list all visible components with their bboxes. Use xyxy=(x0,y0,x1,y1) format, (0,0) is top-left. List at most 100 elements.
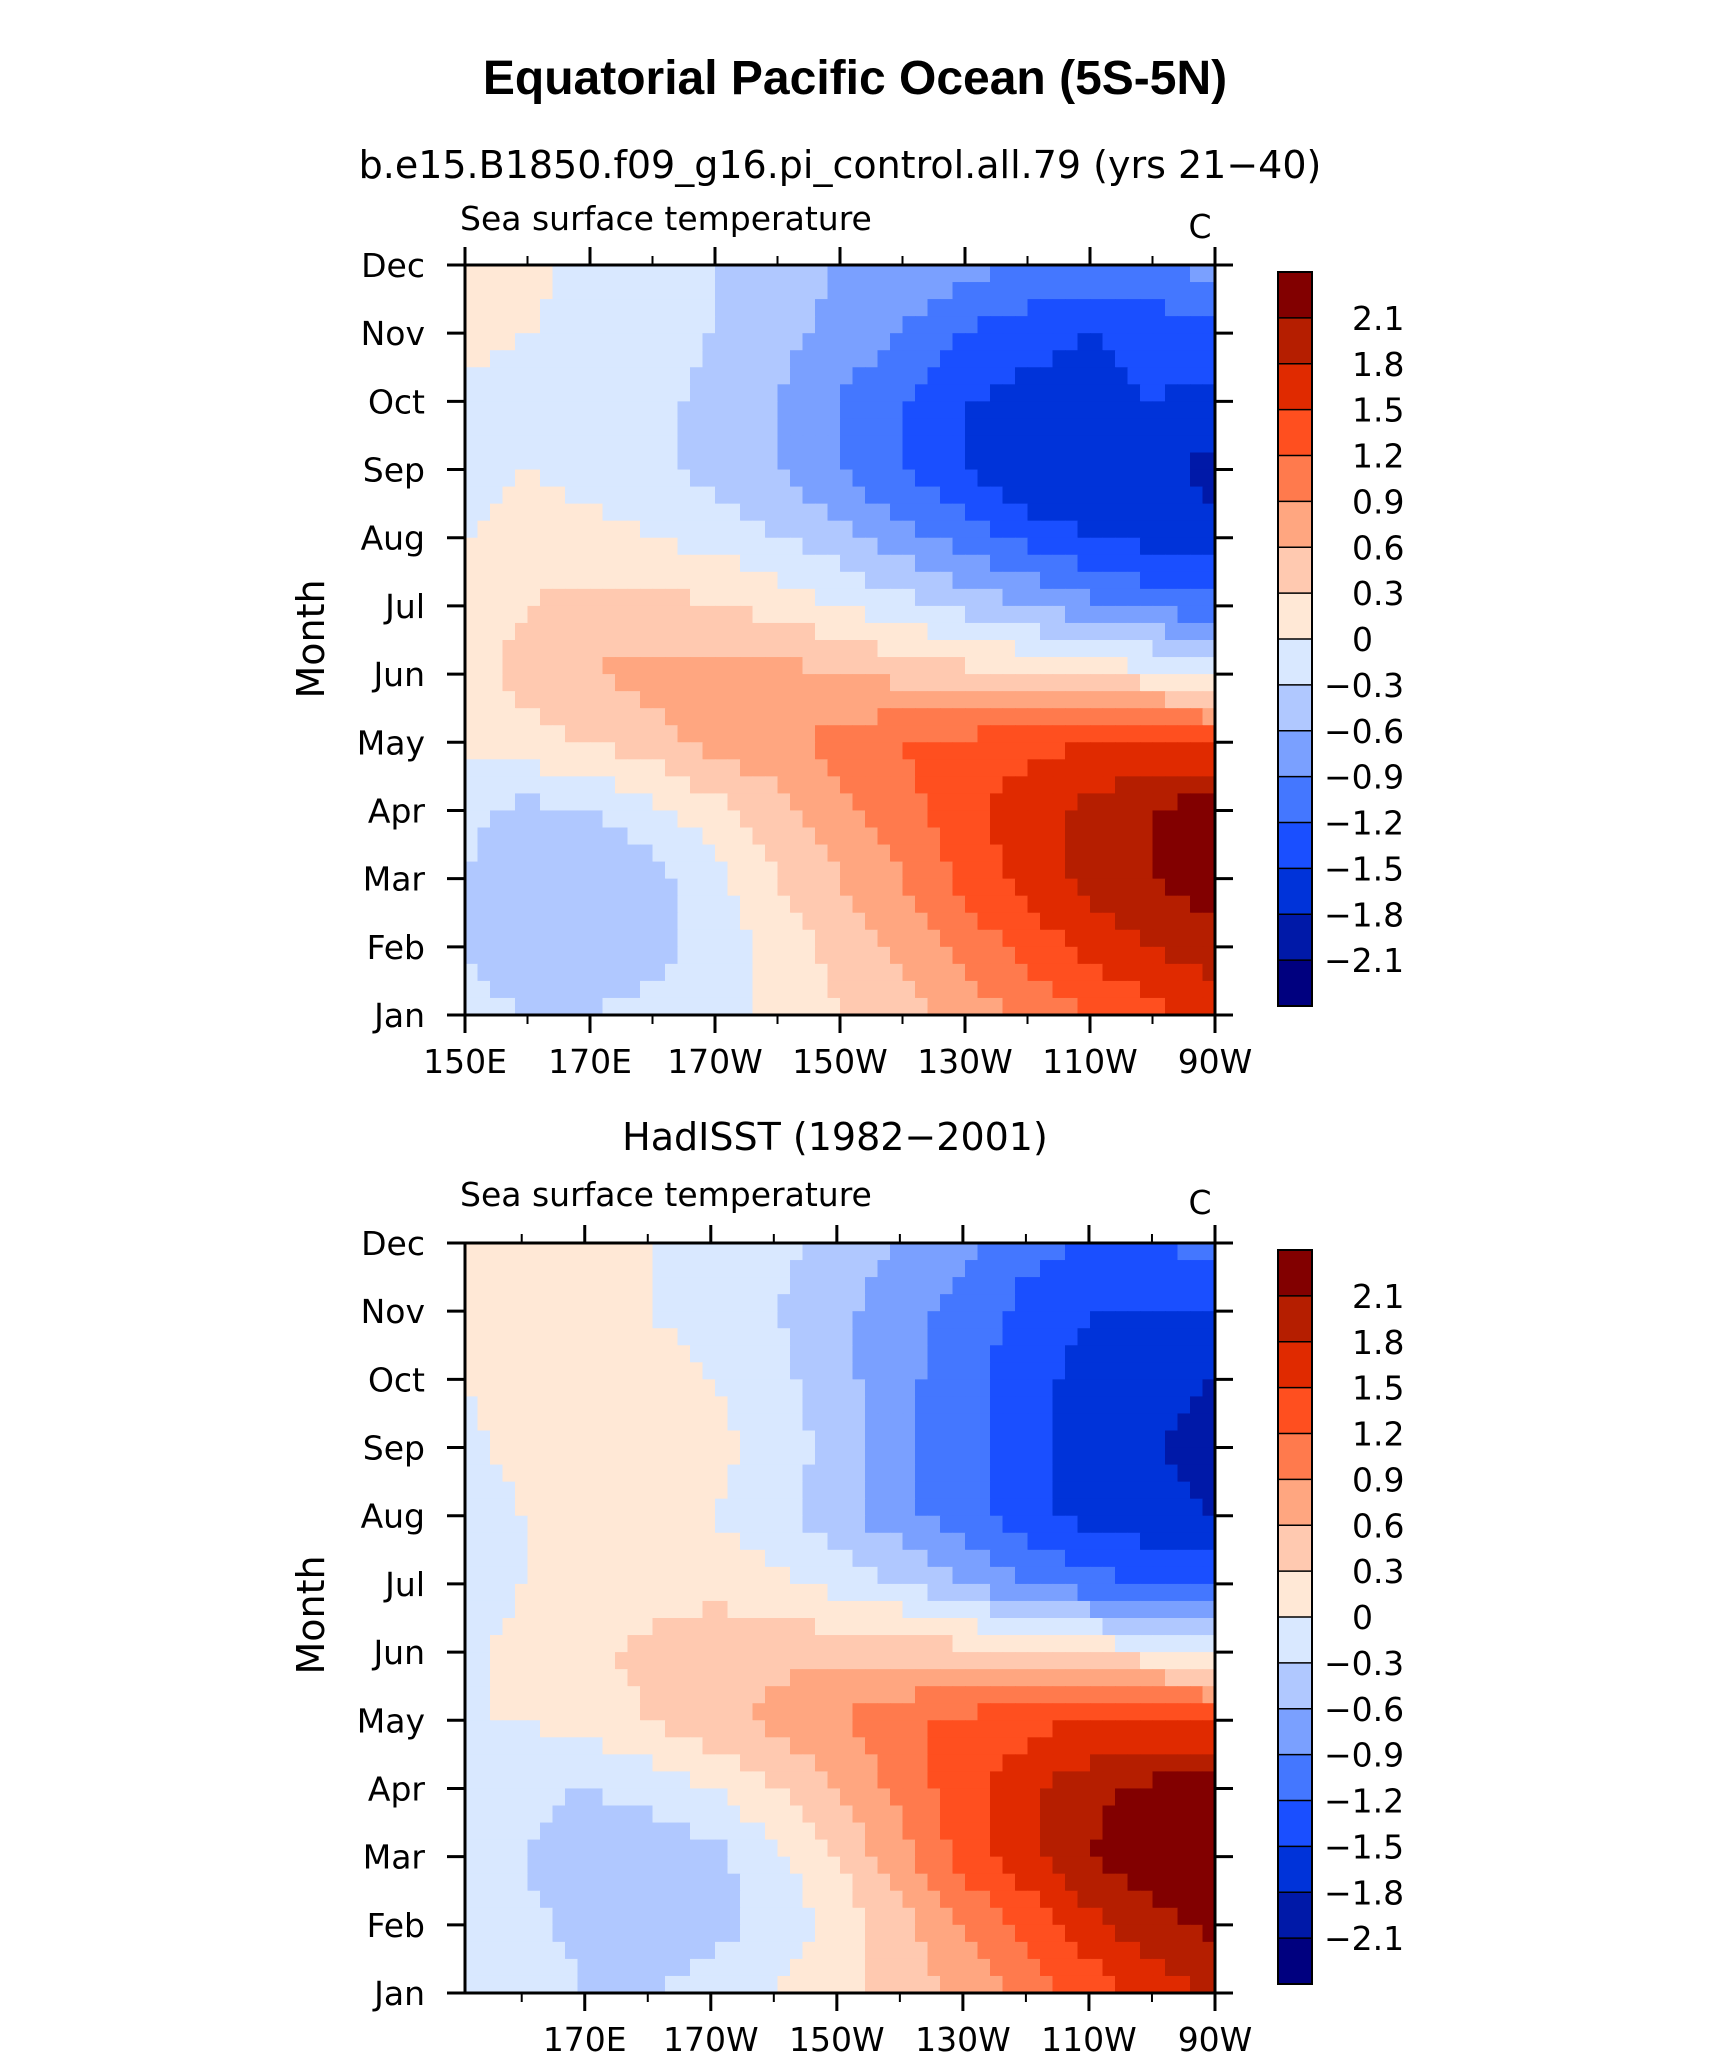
contour-cell xyxy=(627,1481,641,1500)
contour-cell xyxy=(1152,1379,1166,1398)
contour-cell xyxy=(940,1754,954,1773)
contour-cell xyxy=(865,571,879,590)
contour-cell xyxy=(1152,946,1166,965)
contour-cell xyxy=(465,333,479,351)
contour-cell xyxy=(490,1566,504,1585)
contour-cell xyxy=(1077,1720,1091,1738)
contour-cell xyxy=(527,1498,541,1517)
contour-cell xyxy=(777,1294,791,1312)
contour-cell xyxy=(1090,554,1104,573)
contour-cell xyxy=(590,1498,604,1517)
contour-cell xyxy=(490,1532,504,1551)
contour-cell xyxy=(1052,793,1066,812)
contour-cell xyxy=(690,963,704,982)
contour-cell xyxy=(727,1243,741,1261)
contour-cell xyxy=(1065,742,1079,760)
contour-cell xyxy=(715,1549,729,1568)
contour-cell xyxy=(1015,776,1029,795)
contour-cell xyxy=(765,265,779,283)
contour-cell xyxy=(840,1498,854,1517)
contour-cell xyxy=(927,1498,941,1517)
contour-cell xyxy=(990,1362,1004,1380)
contour-cell xyxy=(502,1788,516,1807)
contour-cell xyxy=(740,1635,754,1653)
contour-cell xyxy=(877,333,891,351)
contour-cell xyxy=(540,1345,554,1363)
contour-cell xyxy=(927,1566,941,1585)
contour-cell xyxy=(1202,265,1216,283)
contour-cell xyxy=(565,1277,579,1295)
contour-cell xyxy=(877,1481,891,1500)
contour-cell xyxy=(490,571,504,590)
contour-cell xyxy=(665,333,679,351)
y-tick-label: Jul xyxy=(383,587,425,626)
contour-cell xyxy=(952,844,966,863)
contour-cell xyxy=(1065,674,1079,692)
contour-cell xyxy=(1040,1583,1054,1602)
contour-cell xyxy=(1115,452,1129,471)
contour-cell xyxy=(1202,691,1216,709)
contour-cell xyxy=(1127,1788,1141,1807)
contour-cell xyxy=(915,759,929,777)
contour-cell xyxy=(690,1583,704,1602)
contour-cell xyxy=(690,299,704,317)
contour-cell xyxy=(702,1600,716,1619)
contour-cell xyxy=(765,605,779,624)
contour-cell xyxy=(990,1703,1004,1721)
contour-cell xyxy=(527,367,541,385)
contour-cell xyxy=(852,1481,866,1500)
contour-cell xyxy=(740,605,754,624)
contour-cell xyxy=(702,1652,716,1670)
contour-cell xyxy=(827,1635,841,1653)
contour-cell xyxy=(627,401,641,420)
contour-cell xyxy=(777,1703,791,1721)
contour-cell xyxy=(1077,640,1091,658)
contour-cell xyxy=(827,1362,841,1380)
contour-cell xyxy=(465,1447,479,1466)
contour-cell xyxy=(602,1737,616,1755)
contour-cell xyxy=(752,1669,766,1687)
contour-cell xyxy=(815,333,829,351)
contour-cell xyxy=(477,1396,491,1415)
contour-cell xyxy=(965,997,979,1016)
contour-cell xyxy=(1002,265,1016,283)
contour-cell xyxy=(515,878,529,897)
contour-cell xyxy=(902,1805,916,1824)
contour-cell xyxy=(1177,1618,1191,1636)
contour-cell xyxy=(615,1328,629,1346)
contour-cell xyxy=(540,1328,554,1346)
contour-cell xyxy=(602,1328,616,1346)
contour-cell xyxy=(877,861,891,880)
contour-cell xyxy=(802,810,816,829)
contour-cell xyxy=(1090,980,1104,999)
contour-cell xyxy=(802,1345,816,1363)
contour-cell xyxy=(1140,1549,1154,1568)
contour-cell xyxy=(677,640,691,658)
contour-cell xyxy=(915,1311,929,1329)
contour-cell xyxy=(902,384,916,402)
contour-cell xyxy=(865,1447,879,1466)
contour-cell xyxy=(1190,1703,1204,1721)
contour-cell xyxy=(590,384,604,402)
contour-cell xyxy=(1190,1430,1204,1449)
contour-cell xyxy=(1077,265,1091,283)
contour-cell xyxy=(690,1328,704,1346)
contour-cell xyxy=(927,1447,941,1466)
contour-cell xyxy=(1115,1686,1129,1704)
contour-cell xyxy=(602,1362,616,1380)
contour-cell xyxy=(915,1413,929,1432)
contour-cell xyxy=(1127,622,1141,641)
contour-cell xyxy=(540,537,554,556)
contour-cell xyxy=(927,1720,941,1738)
contour-cell xyxy=(702,265,716,283)
contour-cell xyxy=(827,1481,841,1500)
contour-cell xyxy=(1140,997,1154,1016)
contour-cell xyxy=(1002,486,1016,505)
contour-cell xyxy=(1040,1754,1054,1773)
contour-cell xyxy=(1077,1805,1091,1824)
contour-cell xyxy=(465,1720,479,1738)
contour-cell xyxy=(952,1447,966,1466)
contour-cell xyxy=(565,1413,579,1432)
contour-cell xyxy=(627,1294,641,1312)
contour-cell xyxy=(627,469,641,488)
